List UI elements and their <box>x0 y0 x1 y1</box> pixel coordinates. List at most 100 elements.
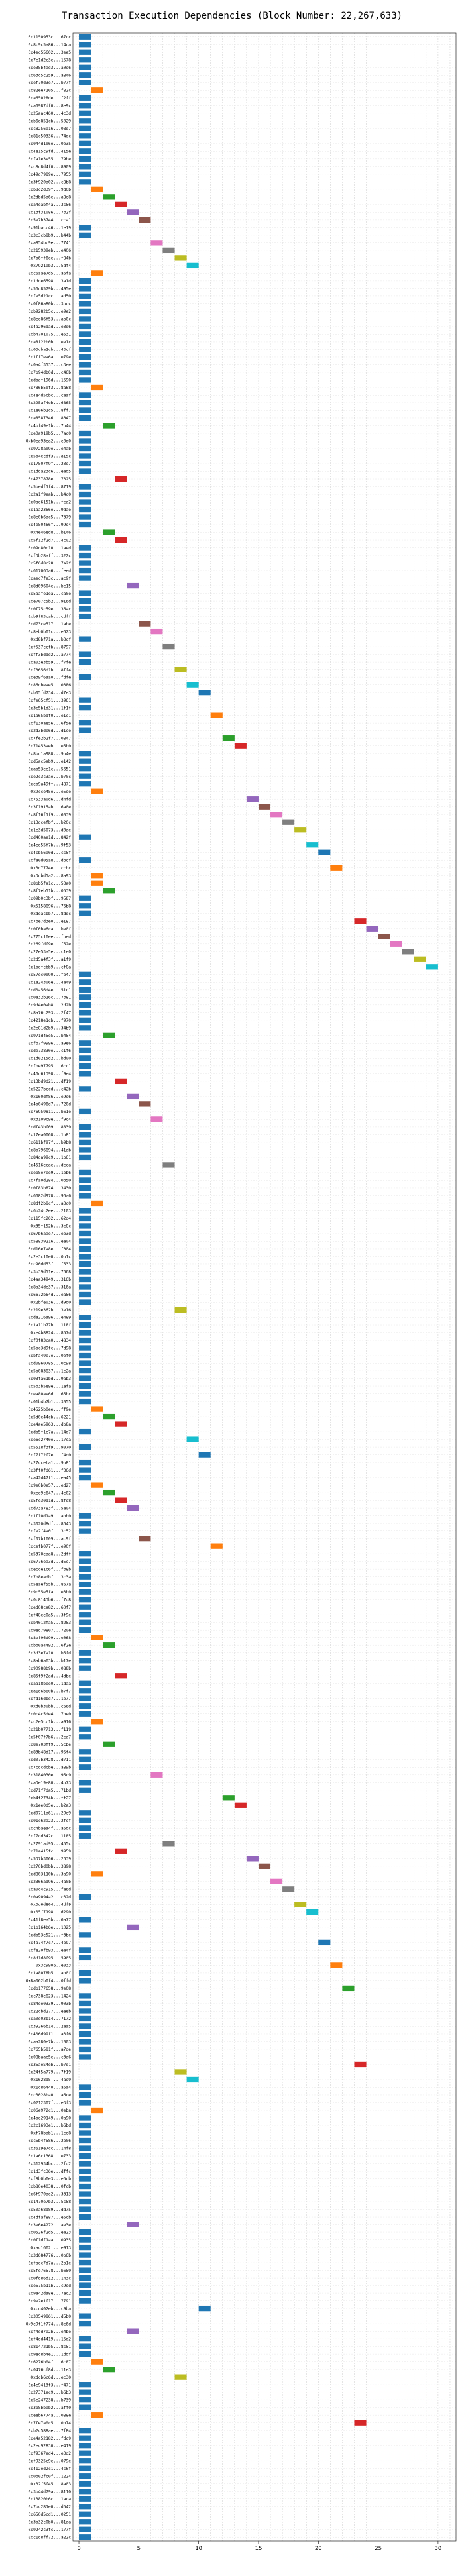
y-tick-label: 0x32f5f45...8a03 <box>30 2482 71 2487</box>
dependency-bar <box>79 1238 91 1244</box>
dependency-bar <box>258 1863 271 1869</box>
y-tick-label: 0x8b796894...41ab <box>29 1148 72 1153</box>
dependency-bar <box>91 1871 103 1877</box>
y-tick-label: 0xf537ccfb...8797 <box>29 645 72 649</box>
y-tick-label: 0x971d45e5...b454 <box>29 1034 72 1038</box>
dependency-bar <box>79 369 91 376</box>
dependency-bar <box>210 712 223 718</box>
y-tick-label: 0xf7cd342c...1185 <box>29 1834 72 1839</box>
y-tick-label: 0xa0c4c915...fa6d <box>29 1888 72 1892</box>
y-tick-label: 0x2d3bde6d...d1ce <box>29 729 72 733</box>
dependency-bar <box>79 2168 91 2174</box>
y-tick-label: 0x0212307f...e3f3 <box>29 2101 72 2106</box>
y-tick-label: 0x4525b0ee...ff9e <box>29 1407 72 1412</box>
y-tick-label: 0x1bdfcbb9...cf8a <box>29 965 72 970</box>
y-tick-label: 0xc3028ba0...a6ce <box>29 2093 72 2098</box>
dependency-bar <box>150 628 163 635</box>
y-tick-label: 0xc5b4f586...2b06 <box>29 2139 72 2143</box>
y-tick-label: 0xe4b8824...857d <box>30 1331 71 1336</box>
dependency-bar <box>294 827 307 833</box>
y-tick-label: 0x3b8bb9b2...aff0 <box>29 2406 72 2410</box>
y-tick-label: 0x58839216...ee04 <box>29 1240 72 1244</box>
y-tick-label: 0x0476cf8d...11e3 <box>29 2367 72 2372</box>
y-tick-label: 0x84ee0339...903b <box>29 2002 72 2006</box>
y-tick-label: 0x71a415fc...9959 <box>29 1849 72 1854</box>
dependency-bar <box>79 2275 91 2281</box>
dependency-bar <box>79 484 91 490</box>
plot-frame <box>72 32 457 2542</box>
y-tick-label: 0x7e1d2c3e...1578 <box>29 58 72 62</box>
dependency-bar <box>79 1612 91 1618</box>
dependency-bar <box>79 1558 91 1564</box>
y-tick-label: 0x9ec8b4e1...1ddf <box>29 2352 72 2357</box>
y-tick-label: 0x2d5a4f3f...a1f9 <box>29 957 72 962</box>
y-tick-label: 0xb4f2734b...ff27 <box>29 1796 72 1801</box>
dependency-bar <box>174 255 187 261</box>
y-tick-label: 0xed08ca82...60f7 <box>29 1605 72 1610</box>
y-tick-label: 0x5f6d8c28...7a2f <box>29 561 72 566</box>
dependency-bar <box>79 103 91 109</box>
y-tick-label: 0x3e6e4272...ae3e <box>29 2223 72 2227</box>
dependency-bar <box>79 2458 91 2464</box>
y-tick-label: 0xf4dd792b...e4be <box>29 2330 72 2334</box>
dependency-bar <box>139 1536 151 1542</box>
dependency-bar <box>79 1665 91 1671</box>
y-tick-label: 0x9242c3fc...177f <box>29 2528 72 2532</box>
dependency-bar <box>79 1810 91 1816</box>
y-tick-label: 0x3b39d51e...7668 <box>29 1270 72 1275</box>
dependency-bar <box>79 2450 91 2456</box>
dependency-bar <box>79 445 91 452</box>
y-tick-label: 0x7b8eadbf...3c3a <box>29 1575 72 1580</box>
dependency-bar <box>79 1010 91 1016</box>
dependency-bar <box>79 1695 91 1701</box>
chart-title: Transaction Execution Dependencies (Bloc… <box>61 11 403 21</box>
y-tick-label: 0x9e2e1f17...7791 <box>29 2299 72 2304</box>
y-tick-label: 0xb9f83cab...cdff <box>29 614 72 619</box>
y-tick-label: 0x4e50466f...99e4 <box>29 523 72 527</box>
y-tick-label: 0xdb5f1e7a...14d7 <box>29 1430 72 1434</box>
dependency-bar <box>79 514 91 520</box>
y-tick-label: 0x3b44d79a...8110 <box>29 2489 72 2494</box>
y-tick-label: 0x03cba2cb...43cf <box>29 348 72 352</box>
dependency-bar <box>79 1993 91 1999</box>
dependency-bar <box>79 636 91 642</box>
x-tick-label: 15 <box>255 2546 262 2552</box>
y-tick-label: 0x8df2b8cf...a3c0 <box>29 1201 72 1206</box>
dependency-bar <box>91 880 103 886</box>
dependency-bar <box>79 1597 91 1603</box>
dependency-bar <box>186 1436 199 1442</box>
dependency-bar <box>79 506 91 513</box>
y-tick-label: 0xd5ac5ab9...e142 <box>29 759 72 764</box>
y-tick-label: 0xe39f6aa0...fdfe <box>29 675 72 680</box>
y-tick-label: 0x1ee0d5e...b2a3 <box>30 1803 71 1808</box>
y-tick-label: 0x76959811...b61e <box>29 1110 72 1114</box>
y-tick-label: 0x7b94db0d...c46b <box>29 370 72 375</box>
y-tick-label: 0x406d99f1...a3f6 <box>29 2032 72 2037</box>
dependency-bar <box>79 1756 91 1762</box>
y-tick-label: 0x85f9f2ad...4dbe <box>29 1674 72 1678</box>
y-tick-label: 0x2e3c10e0...0b1c <box>29 1255 72 1260</box>
dependency-bar <box>127 1093 139 1100</box>
y-tick-label: 0x5fe76578...b659 <box>29 2269 72 2273</box>
y-tick-label: 0x17ea0068...1b81 <box>29 1133 72 1138</box>
dependency-bar <box>79 2282 91 2288</box>
grid-lines <box>73 33 456 2541</box>
y-tick-label: 0xd16e7a8e...f004 <box>29 1247 72 1252</box>
dependency-bar <box>79 278 91 284</box>
y-tick-label: 0x5f12f2d7...4c02 <box>29 538 72 543</box>
dependency-bar <box>79 2519 91 2525</box>
dependency-bar <box>79 766 91 772</box>
y-tick-label: 0x0a32b16c...7381 <box>29 996 72 1000</box>
dependency-bar <box>79 1658 91 1664</box>
y-tick-label: 0x6276b04f...6c87 <box>29 2360 72 2365</box>
y-tick-label: 0x215939eb...e406 <box>29 248 72 253</box>
dependency-bar <box>79 2496 91 2502</box>
dependency-bar <box>79 2137 91 2144</box>
dependency-bar <box>79 347 91 352</box>
y-tick-label: 0x8e0b6ac5...7379 <box>29 515 72 520</box>
dependency-bar <box>246 1856 259 1862</box>
dependency-bar <box>79 491 91 498</box>
dependency-bar <box>79 2046 91 2053</box>
dependency-bar <box>79 2313 91 2319</box>
y-tick-label: 0x5158896...76b8 <box>30 904 71 908</box>
